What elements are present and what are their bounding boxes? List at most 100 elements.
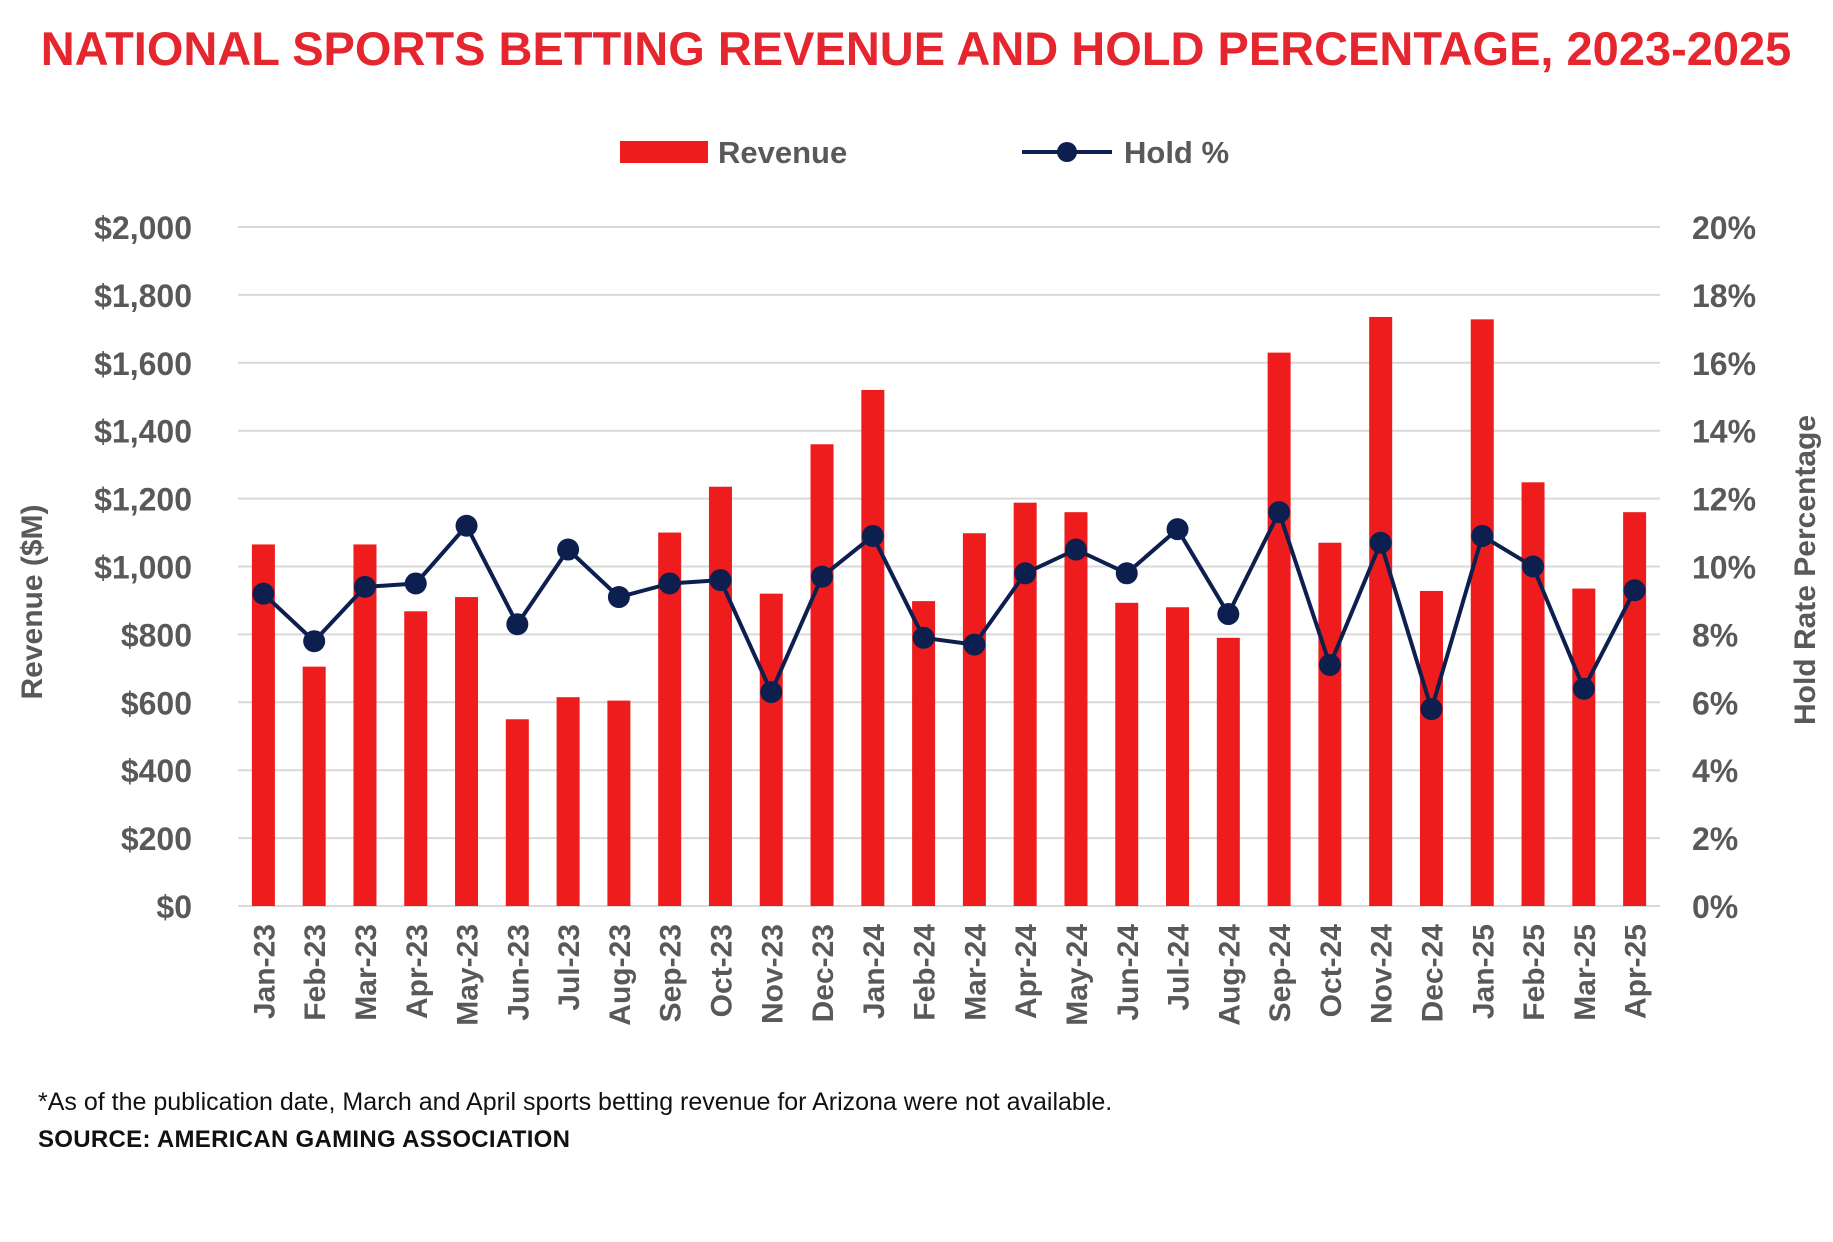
- y-left-tick-label: $1,200: [94, 482, 192, 518]
- hold-point: [557, 538, 580, 561]
- x-tick-label: Feb-23: [299, 924, 332, 1021]
- x-tick-label: Nov-24: [1366, 924, 1399, 1024]
- x-tick-label: Mar-24: [959, 924, 992, 1021]
- x-tick-label: Sep-23: [655, 924, 688, 1022]
- x-tick-label: Jun-23: [502, 924, 535, 1021]
- y-right-tick-label: 14%: [1692, 414, 1756, 450]
- hold-point: [1014, 562, 1037, 585]
- hold-point: [1318, 653, 1341, 676]
- hold-point: [1166, 518, 1189, 541]
- hold-point: [1471, 524, 1494, 547]
- x-tick-label: Feb-24: [909, 924, 942, 1021]
- x-tick-label: Aug-23: [604, 924, 637, 1026]
- x-tick-label: Jan-23: [248, 924, 281, 1019]
- x-tick-label: Jan-24: [858, 924, 891, 1019]
- x-tick-label: Jun-24: [1112, 924, 1145, 1021]
- y-right-tick-label: 8%: [1692, 617, 1738, 653]
- revenue-bar: [810, 444, 834, 906]
- hold-point: [455, 514, 478, 537]
- x-tick-label: Nov-23: [756, 924, 789, 1024]
- y-left-tick-label: $2,000: [94, 210, 192, 246]
- y-right-tick-label: 6%: [1692, 685, 1738, 721]
- y-left-tick-label: $1,800: [94, 278, 192, 314]
- revenue-bar: [1470, 319, 1494, 906]
- revenue-bar: [1115, 602, 1139, 906]
- hold-point: [1268, 501, 1291, 524]
- y-axis-left-ticks: $0 $200 $400 $600 $800 $1,000 $1,200 $1,400 $1,6…: [94, 210, 192, 925]
- revenue-bar: [607, 700, 631, 906]
- footnote: *As of the publication date, March and A…: [38, 1088, 1113, 1116]
- hold-point: [1572, 677, 1595, 700]
- y-right-tick-label: 12%: [1692, 482, 1756, 518]
- hold-point: [252, 582, 275, 605]
- hold-point: [506, 613, 529, 636]
- revenue-bar: [962, 533, 986, 906]
- revenue-bar: [505, 719, 529, 906]
- legend: Revenue Hold %: [620, 135, 1229, 170]
- x-tick-label: Dec-23: [807, 924, 840, 1022]
- y-right-tick-label: 10%: [1692, 550, 1756, 586]
- y-left-tick-label: $1,400: [94, 414, 192, 450]
- hold-point: [1064, 538, 1087, 561]
- x-tick-label: Aug-24: [1213, 924, 1246, 1026]
- hold-point: [963, 633, 986, 656]
- source-line: SOURCE: AMERICAN GAMING ASSOCIATION: [38, 1126, 571, 1153]
- revenue-bar: [759, 593, 783, 906]
- legend-revenue-swatch: [620, 141, 708, 163]
- legend-revenue-label: Revenue: [718, 135, 847, 170]
- revenue-bar: [251, 544, 275, 906]
- y-left-tick-label: $200: [121, 821, 192, 857]
- x-tick-label: Oct-23: [705, 924, 738, 1017]
- revenue-bar: [1216, 637, 1240, 906]
- hold-point: [1369, 531, 1392, 554]
- hold-point: [760, 681, 783, 704]
- hold-point: [1115, 562, 1138, 585]
- y-left-tick-label: $0: [156, 889, 192, 925]
- hold-line: [262, 510, 1637, 712]
- chart-title: NATIONAL SPORTS BETTING REVENUE AND HOLD…: [41, 22, 1792, 75]
- hold-point: [303, 630, 326, 653]
- hold-point: [709, 569, 732, 592]
- revenue-bar: [658, 532, 682, 906]
- y-right-tick-label: 4%: [1692, 753, 1738, 789]
- hold-point: [1420, 698, 1443, 721]
- revenue-bar: [1572, 588, 1596, 906]
- x-tick-label: May-24: [1061, 924, 1094, 1026]
- revenue-bar: [1013, 502, 1037, 906]
- revenue-bar: [556, 697, 580, 906]
- x-tick-label: Dec-24: [1416, 924, 1449, 1023]
- y-right-tick-label: 0%: [1692, 889, 1738, 925]
- y-right-tick-label: 2%: [1692, 821, 1738, 857]
- y-left-tick-label: $1,600: [94, 346, 192, 382]
- y-left-tick-label: $1,000: [94, 550, 192, 586]
- hold-point: [912, 626, 935, 649]
- hold-point: [861, 524, 884, 547]
- revenue-bars: [251, 316, 1647, 907]
- y-right-tick-label: 16%: [1692, 346, 1756, 382]
- x-tick-label: Mar-23: [350, 924, 383, 1021]
- x-tick-label: Sep-24: [1264, 924, 1297, 1023]
- y-axis-right-label: Hold Rate Percentage: [1789, 415, 1822, 725]
- x-tick-label: Apr-23: [401, 924, 434, 1019]
- x-tick-label: Oct-24: [1315, 924, 1348, 1018]
- x-tick-label: Apr-25: [1620, 924, 1653, 1019]
- x-tick-label: Jan-25: [1467, 924, 1500, 1019]
- revenue-bar: [1623, 512, 1647, 906]
- y-right-tick-label: 20%: [1692, 210, 1756, 246]
- y-left-tick-label: $400: [121, 753, 192, 789]
- hold-point: [607, 586, 630, 609]
- gridlines: [238, 226, 1660, 907]
- legend-hold-marker: [1057, 142, 1077, 162]
- hold-point: [1522, 555, 1545, 578]
- revenue-bar: [1419, 590, 1443, 906]
- x-tick-label: Mar-25: [1569, 924, 1602, 1021]
- hold-point: [1217, 603, 1240, 626]
- x-tick-label: Feb-25: [1518, 924, 1551, 1021]
- y-axis-left-label: Revenue ($M): [16, 504, 49, 699]
- y-left-tick-label: $800: [121, 617, 192, 653]
- y-left-tick-label: $600: [121, 685, 192, 721]
- revenue-bar: [1521, 482, 1545, 906]
- x-tick-label: May-23: [452, 924, 485, 1026]
- x-tick-label: Jul-23: [553, 924, 586, 1011]
- revenue-bar: [1318, 542, 1342, 906]
